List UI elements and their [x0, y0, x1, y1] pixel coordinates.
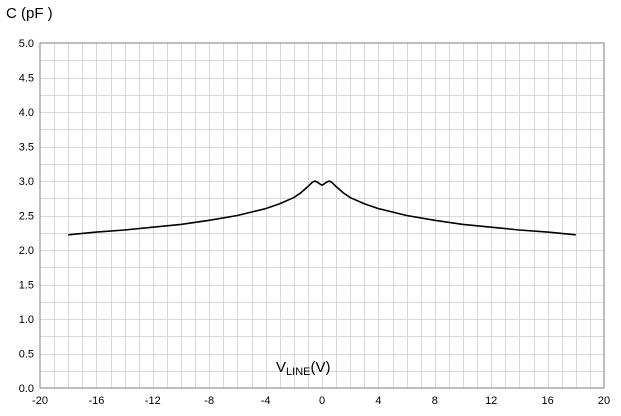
y-axis-ticks: 0.0 0.5 1.0 1.5 2.0 2.5 3.0 3.5 4.0 4.5 5.0	[19, 38, 34, 395]
series-line	[68, 180, 576, 236]
x-axis-title-unit: (V)	[310, 359, 330, 376]
y-tick-label: 3.5	[19, 142, 34, 154]
y-tick-label: 0.5	[19, 349, 34, 361]
x-tick-label: 8	[432, 395, 438, 407]
x-tick-label: -8	[204, 395, 214, 407]
y-tick-label: 4.5	[19, 73, 34, 85]
y-tick-label: 5.0	[19, 38, 34, 50]
y-axis-title: C (pF )	[6, 5, 53, 22]
x-axis-title: VLINE(V)	[276, 359, 330, 378]
x-tick-label: -16	[88, 395, 104, 407]
y-tick-label: 1.5	[19, 280, 34, 292]
grid	[40, 43, 604, 388]
x-axis-title-sub: LINE	[286, 366, 310, 378]
x-tick-label: 16	[541, 395, 553, 407]
x-tick-label: 12	[485, 395, 497, 407]
x-tick-label: -12	[145, 395, 161, 407]
plot-area-border	[39, 42, 605, 389]
y-tick-label: 2.5	[19, 211, 34, 223]
x-axis-ticks: -20 -16 -12 -8 -4 0 4 8 12 16 20	[32, 395, 610, 407]
y-tick-label: 4.0	[19, 107, 34, 119]
x-axis-title-main: V	[276, 359, 286, 376]
x-tick-label: 20	[598, 395, 610, 407]
x-tick-label: 0	[319, 395, 325, 407]
x-tick-label: -4	[261, 395, 271, 407]
y-tick-label: 0.0	[19, 383, 34, 395]
y-tick-label: 1.0	[19, 314, 34, 326]
y-tick-label: 2.0	[19, 245, 34, 257]
x-tick-label: 4	[375, 395, 381, 407]
y-tick-label: 3.0	[19, 176, 34, 188]
x-tick-label: -20	[32, 395, 48, 407]
